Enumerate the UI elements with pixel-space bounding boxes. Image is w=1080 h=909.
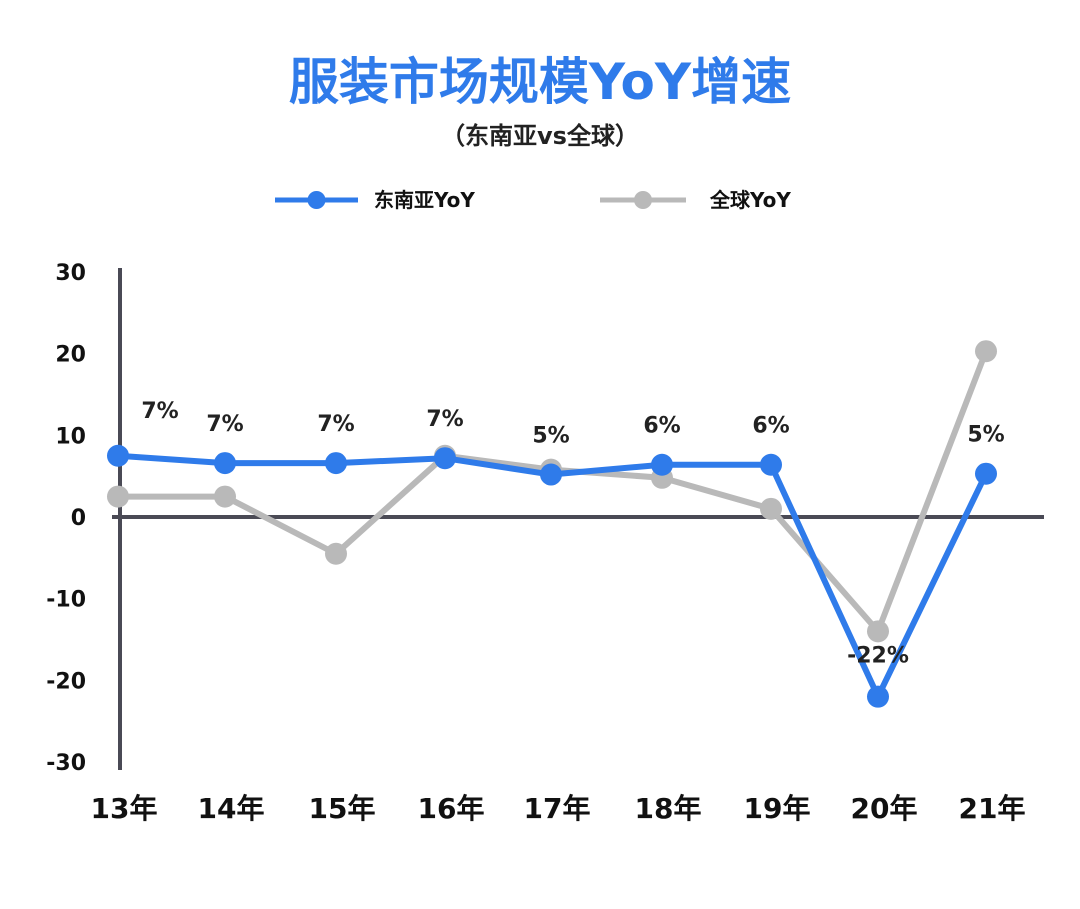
data-point-2 xyxy=(325,542,347,565)
y-tick-label: 30 xyxy=(55,261,86,286)
series-layer xyxy=(107,340,997,708)
data-point-2 xyxy=(760,497,782,520)
data-label: 7% xyxy=(206,412,243,437)
x-tick-label: 14年 xyxy=(198,792,265,825)
data-label: 6% xyxy=(643,414,680,439)
data-point-1 xyxy=(760,453,782,476)
data-point-1 xyxy=(975,462,997,485)
data-point-2 xyxy=(867,620,889,643)
legend-label-2: 全球YoY xyxy=(709,188,791,212)
x-tick-label: 15年 xyxy=(309,792,376,825)
data-label: -22% xyxy=(847,644,909,669)
y-tick-label: 10 xyxy=(55,424,86,449)
data-label: 5% xyxy=(532,424,569,449)
data-label: 6% xyxy=(752,414,789,439)
data-label: 5% xyxy=(967,423,1004,448)
data-point-1 xyxy=(325,452,347,475)
data-point-1 xyxy=(214,452,236,475)
x-tick-label: 17年 xyxy=(524,792,591,825)
legend-marker-1 xyxy=(307,191,326,209)
data-label: 7% xyxy=(426,407,463,432)
data-point-2 xyxy=(214,485,236,508)
x-tick-label: 20年 xyxy=(851,792,918,825)
legend-marker-2 xyxy=(634,191,652,209)
legend-label-1: 东南亚YoY xyxy=(374,188,475,212)
x-tick-label: 19年 xyxy=(744,792,811,825)
series-line-2 xyxy=(115,348,989,635)
data-label: 7% xyxy=(141,399,178,424)
data-point-2 xyxy=(107,485,129,508)
y-tick-label: 0 xyxy=(71,506,86,531)
x-tick-label: 18年 xyxy=(635,792,702,825)
data-point-1 xyxy=(540,463,562,486)
x-tick-label: 16年 xyxy=(418,792,485,825)
data-point-1 xyxy=(651,453,673,476)
data-label: 7% xyxy=(317,412,354,437)
chart-title: 服装市场规模YoY增速 xyxy=(288,53,792,111)
data-point-1 xyxy=(434,447,456,470)
data-point-1 xyxy=(867,685,889,708)
data-point-1 xyxy=(107,444,129,467)
y-tick-label: 20 xyxy=(55,343,86,368)
legend: 东南亚YoY 全球YoY xyxy=(275,188,791,212)
chart-subtitle: （东南亚vs全球） xyxy=(441,122,639,150)
y-tick-label: -10 xyxy=(46,588,86,613)
data-point-2 xyxy=(975,340,997,363)
y-tick-label: -20 xyxy=(46,669,86,694)
y-tick-label: -30 xyxy=(46,751,86,776)
x-tick-label: 21年 xyxy=(959,792,1026,825)
x-tick-label: 13年 xyxy=(91,792,158,825)
data-labels: 7% 7% 7% 7% 5% 6% 6% -22% 5% xyxy=(141,399,1004,669)
